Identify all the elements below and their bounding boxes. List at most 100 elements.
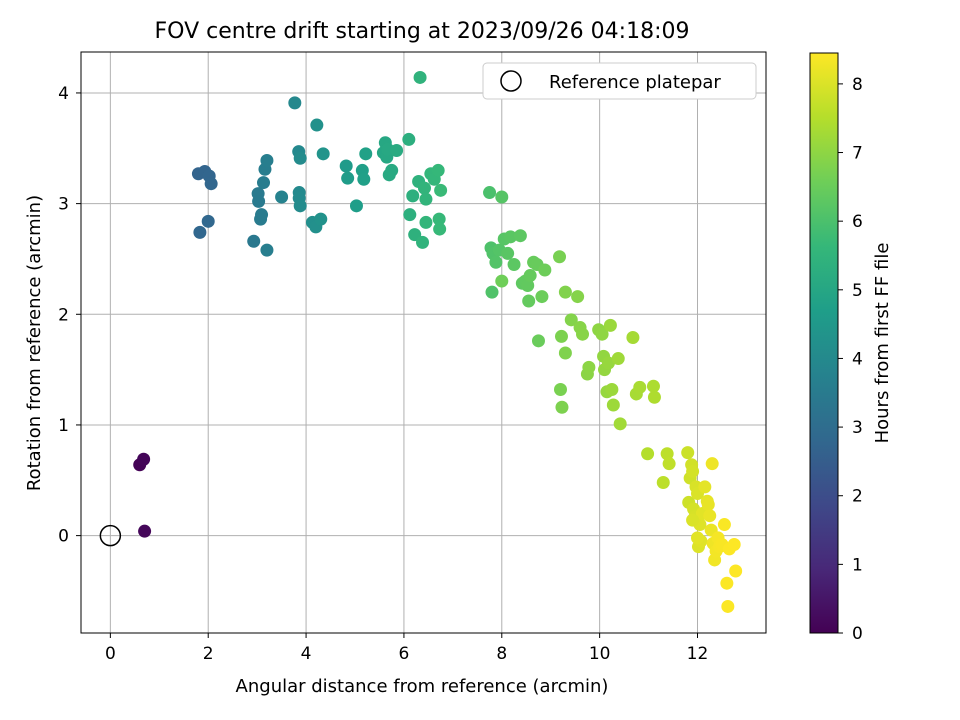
data-point [553,250,567,264]
data-point [531,334,545,348]
data-point [489,255,503,269]
data-point [558,285,572,299]
data-point [686,464,700,478]
x-tick-label: 8 [496,644,507,664]
data-point [606,398,620,412]
data-point [314,212,328,226]
data-point [613,417,627,431]
data-point [582,360,596,374]
legend-entry: Reference platepar [549,72,721,93]
y-tick-label: 4 [58,84,69,104]
data-point [521,279,535,293]
legend: Reference platepar [482,62,757,100]
data-point [605,383,619,397]
data-point [633,380,647,394]
colorbar-tick-label: 5 [852,281,863,301]
data-point [406,189,420,203]
data-point [641,447,655,461]
colorbar-tick-label: 3 [852,418,863,438]
data-point [603,318,617,332]
x-tick-label: 12 [687,644,709,664]
data-point [554,329,568,343]
data-point [275,190,289,204]
data-point [385,163,399,177]
x-tick-label: 2 [203,644,214,664]
data-point [193,225,207,239]
data-point [646,379,660,393]
colorbar-tick-label: 7 [852,144,863,164]
data-point [260,153,274,167]
legend-box [482,62,757,100]
data-point [252,194,266,208]
data-point [717,518,731,532]
y-tick-label: 3 [58,195,69,215]
data-point [255,208,269,222]
data-point [431,163,445,177]
data-point [681,446,695,460]
data-point [601,356,615,370]
data-point [432,212,446,226]
data-point [686,513,700,527]
colorbar-tick-label: 4 [852,349,863,369]
x-tick-label: 10 [589,644,611,664]
data-point [538,263,552,277]
data-point [495,190,509,204]
data-point [138,524,152,538]
x-tick-label: 6 [399,644,410,664]
data-point [698,480,712,494]
data-point [660,447,674,461]
y-tick-label: 1 [58,416,69,436]
data-point [413,70,427,84]
reference-point [99,524,122,547]
data-point [727,537,741,551]
colorbar-tick-label: 2 [852,487,863,507]
colorbar-label: Hours from first FF file [872,243,893,444]
data-point [359,147,373,161]
data-point [720,576,734,590]
colorbar-tick-label: 6 [852,212,863,232]
data-point [555,400,569,414]
data-point [535,290,549,304]
data-point [626,331,640,345]
chart-title: FOV centre drift starting at 2023/09/26 … [155,19,690,44]
data-point [701,498,715,512]
data-point [647,390,661,404]
data-point [522,294,536,308]
data-point [403,208,417,222]
data-point [611,352,625,366]
data-point [703,509,717,523]
data-point [721,599,735,613]
data-point [293,199,307,213]
data-point [419,192,433,206]
reference-marker [99,524,122,547]
y-axis-label: Rotation from reference (arcmin) [24,195,45,491]
data-point [293,151,307,165]
data-point [310,118,324,132]
data-point [656,475,670,489]
colorbar-tick-label: 1 [852,555,863,575]
y-tick-label: 0 [58,527,69,547]
legend-marker [500,70,522,92]
x-axis-label: Angular distance from reference (arcmin) [236,676,609,697]
data-point [501,246,515,260]
y-axis-ticks: 0 1 2 3 4 [58,84,81,547]
data-point [260,243,274,257]
data-point [595,327,609,341]
data-point [416,235,430,249]
data-point [558,346,572,360]
data-point [523,269,537,283]
colorbar-tick-label: 8 [852,75,863,95]
colorbar-tick-label: 0 [852,624,863,644]
data-point [495,274,509,288]
data-point [513,229,527,243]
data-point [691,531,704,545]
data-point [390,143,404,157]
data-point [483,186,497,200]
data-point [554,383,567,397]
data-point [204,177,218,191]
data-point [419,215,433,229]
scatter-points [133,70,743,613]
data-point [564,313,578,327]
grid-lines [81,52,766,633]
